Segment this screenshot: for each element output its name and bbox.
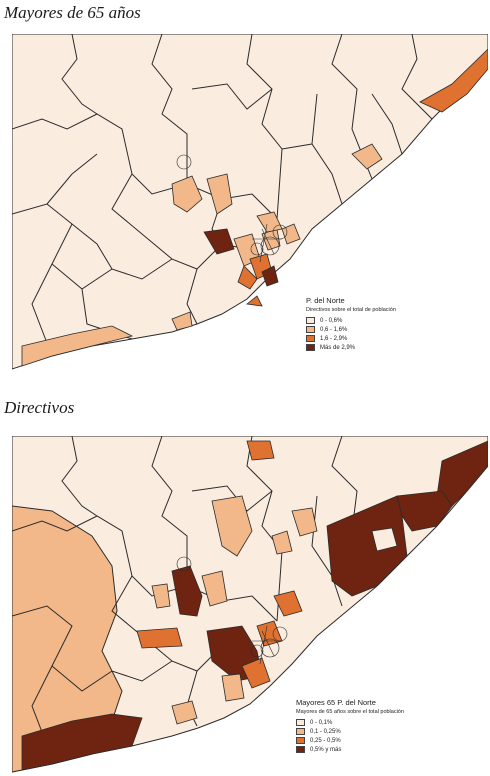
- highlighted-areas: [21, 48, 488, 367]
- legend-item: 0,5% y más: [296, 745, 404, 754]
- urban-area: [176, 154, 288, 263]
- legend-item: 0 - 0,6%: [306, 316, 396, 325]
- legend-title: P. del Norte: [306, 296, 345, 305]
- legend-item: 0,6 - 1,6%: [306, 325, 396, 334]
- legend-swatch: [306, 344, 315, 351]
- legend-swatch: [296, 746, 305, 753]
- region-boundaries: [12, 34, 433, 357]
- map-2: [12, 436, 488, 774]
- legend-subtitle: Directivos sobre el total de población: [306, 307, 396, 313]
- highlighted-areas: [21, 440, 488, 771]
- legend-item: 0,25 - 0,5%: [296, 736, 404, 745]
- legend-swatch: [306, 335, 315, 342]
- legend-item: 0,1 - 0,25%: [296, 727, 404, 736]
- legend-swatch: [306, 326, 315, 333]
- land-mass: [12, 34, 488, 370]
- urban-area: [176, 556, 288, 665]
- legend-item: 0 - 0,1%: [296, 718, 404, 727]
- legend-swatch: [306, 317, 315, 324]
- legend-title: Mayores 65 P. del Norte: [296, 698, 376, 707]
- legend-item: Más de 2,9%: [306, 343, 396, 352]
- map-title-1: Mayores de 65 años: [4, 3, 141, 22]
- legend-2: Mayores 65 P. del Norte Mayores de 65 añ…: [296, 698, 404, 754]
- legend-swatch: [296, 737, 305, 744]
- legend-1: P. del Norte Directivos sobre el total d…: [306, 296, 396, 352]
- legend-swatch: [296, 719, 305, 726]
- map-title-2: Directivos: [4, 398, 75, 417]
- legend-item: 1,6 - 2,9%: [306, 334, 396, 343]
- legend-swatch: [296, 728, 305, 735]
- legend-subtitle: Mayores de 65 años sobre el total poblac…: [296, 709, 404, 715]
- map-1: [12, 34, 488, 374]
